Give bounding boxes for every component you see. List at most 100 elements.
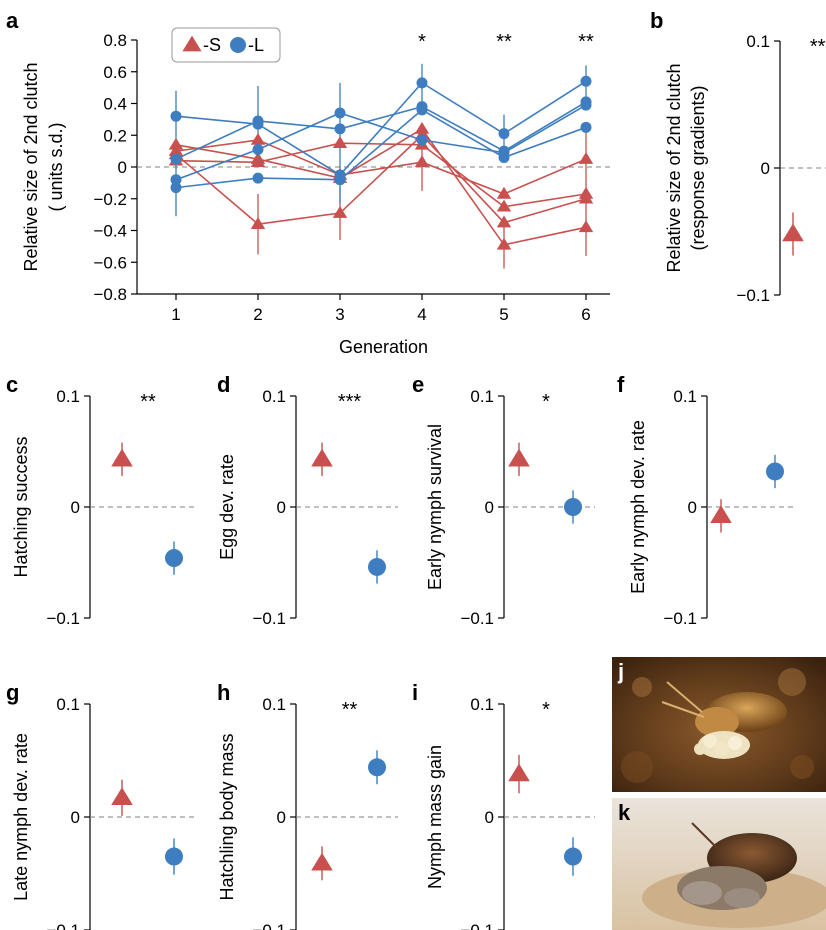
a-series-line-S (175, 134, 587, 225)
a-point-S (496, 215, 512, 228)
d-point-S (311, 448, 333, 467)
c-y-label: Hatching success (11, 436, 31, 577)
a-point-S (168, 137, 184, 150)
a-point-L (170, 182, 182, 194)
a-point-L (252, 115, 264, 127)
f-y-tick-label: 0.1 (673, 387, 697, 406)
a-point-S (496, 186, 512, 199)
b-y-label-units: (response gradients) (688, 85, 708, 250)
a-y-tick-label: −0.6 (93, 253, 127, 272)
a-y-tick-label: −0.2 (93, 190, 127, 209)
d-y-tick-label: 0 (277, 498, 286, 517)
b-y-tick-label: −0.1 (736, 286, 770, 305)
i-point-S (508, 763, 530, 782)
a-point-S (250, 132, 266, 145)
f-point-L (766, 462, 784, 481)
panel-label-h: h (217, 680, 230, 705)
panel-label-d: d (217, 372, 230, 397)
a-point-L (580, 75, 592, 87)
b-y-tick-label: 0.1 (746, 32, 770, 51)
photo-j: j (612, 657, 826, 792)
h-significance-marker: ** (342, 699, 358, 721)
c-point-L (165, 549, 183, 568)
h-y-label: Hatchling body mass (217, 733, 237, 900)
a-y-tick-label: 0.2 (103, 126, 127, 145)
a-x-tick-label: 6 (581, 305, 590, 324)
a-significance-marker: ** (578, 31, 594, 53)
a-series-line-S (175, 139, 587, 195)
a-x-label: Generation (339, 337, 428, 357)
a-x-tick-label: 3 (335, 305, 344, 324)
d-y-tick-label: 0.1 (262, 387, 286, 406)
panel-label-c: c (6, 372, 18, 397)
d-y-label: Egg dev. rate (217, 454, 237, 560)
d-point-L (368, 557, 386, 576)
h-point-L (368, 758, 386, 777)
i-y-tick-label: −0.1 (460, 921, 494, 930)
e-significance-marker: * (542, 391, 550, 413)
panel-label-a: a (6, 8, 19, 33)
c-significance-marker: ** (140, 391, 156, 413)
a-x-tick-label: 1 (171, 305, 180, 324)
a-x-tick-label: 2 (253, 305, 262, 324)
a-point-L (252, 172, 264, 184)
a-x-tick-label: 5 (499, 305, 508, 324)
a-y-tick-label: 0.6 (103, 63, 127, 82)
i-y-label: Nymph mass gain (425, 745, 445, 889)
legend-box (171, 27, 281, 63)
a-y-label-units: ( units s.d.) (46, 122, 66, 211)
h-point-S (311, 852, 333, 871)
a-series-line-L (175, 108, 587, 189)
a-point-L (498, 147, 510, 159)
i-point-L (564, 847, 582, 866)
e-y-tick-label: 0.1 (470, 387, 494, 406)
a-series-line-S (175, 127, 587, 246)
g-point-L (165, 847, 183, 866)
a-point-L (252, 144, 264, 156)
g-y-tick-label: −0.1 (46, 921, 80, 930)
e-y-tick-label: 0 (485, 498, 494, 517)
a-point-L (334, 107, 346, 119)
b-point-S (782, 223, 804, 242)
panel-label-i: i (412, 680, 418, 705)
a-y-label: Relative size of 2nd clutch (21, 62, 41, 271)
a-series-line-L (175, 101, 587, 160)
g-y-label: Late nymph dev. rate (11, 733, 31, 901)
a-point-S (578, 186, 594, 199)
panel-label-j: j (618, 659, 625, 684)
f-y-tick-label: 0 (688, 498, 697, 517)
panel-label-e: e (412, 372, 424, 397)
a-significance-marker: * (418, 31, 426, 53)
g-y-tick-label: 0.1 (56, 695, 80, 714)
d-significance-marker: *** (338, 391, 362, 413)
a-point-S (578, 220, 594, 233)
h-y-tick-label: −0.1 (252, 921, 286, 930)
g-point-S (111, 787, 133, 805)
a-point-S (496, 199, 512, 212)
legend-marker-S (182, 35, 202, 52)
panel-label-k: k (618, 800, 631, 825)
i-y-tick-label: 0.1 (470, 695, 494, 714)
photo-k: k (612, 798, 826, 930)
a-point-S (332, 205, 348, 218)
a-point-L (170, 153, 182, 165)
a-y-tick-label: −0.8 (93, 285, 127, 304)
a-y-tick-label: −0.4 (93, 222, 127, 241)
i-y-tick-label: 0 (485, 808, 494, 827)
legend-label-L: -L (248, 35, 264, 55)
a-point-S (578, 151, 594, 164)
a-point-S (332, 136, 348, 148)
c-point-S (111, 448, 133, 467)
a-series-line-L (175, 80, 587, 176)
f-point-S (710, 505, 732, 524)
c-y-tick-label: 0 (71, 498, 80, 517)
a-point-L (334, 123, 346, 135)
a-point-S (250, 155, 266, 168)
a-y-tick-label: 0 (118, 158, 127, 177)
i-significance-marker: * (542, 699, 550, 721)
c-y-tick-label: 0.1 (56, 387, 80, 406)
earwig-with-eggs-photo-icon (612, 657, 826, 792)
legend-marker-L (230, 37, 246, 53)
a-significance-marker: ** (496, 31, 512, 53)
earwig-with-nymphs-photo-icon (612, 798, 826, 930)
